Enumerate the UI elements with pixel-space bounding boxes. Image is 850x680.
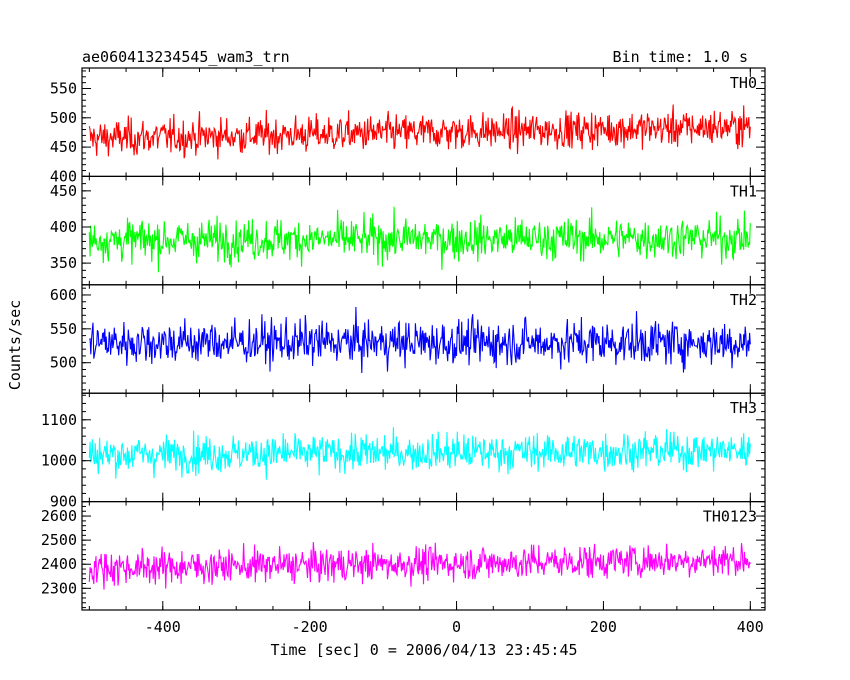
y-tick-label: 450 [50,182,77,200]
panel-th2: 500 550 600 TH2 [50,284,766,394]
x-tick-label: 200 [590,618,617,636]
series-line-th1 [88,206,751,273]
panel-label-th0123: TH0123 [703,508,757,526]
panel-th0123: 2300 2400 2500 2600 TH0123 [41,501,766,611]
series-line-th0123 [88,542,751,590]
panel-th0: 400 450 500 550 TH0 [50,67,766,185]
y-tick-label: 350 [50,254,77,272]
y-tick-label: 450 [50,138,77,156]
x-tick-label: 400 [737,618,764,636]
y-tick-label: 500 [50,354,77,372]
chart-title-right: Bin time: 1.0 s [613,48,748,66]
y-tick-label: 400 [50,167,77,185]
x-axis-label: Time [sec] 0 = 2006/04/13 23:45:45 [270,641,577,659]
y-tick-label: 400 [50,218,77,236]
y-tick-label: 600 [50,286,77,304]
y-tick-label: 900 [50,493,77,511]
y-tick-label: 500 [50,109,77,127]
panel-label-th2: TH2 [730,291,757,309]
y-tick-label: 2500 [41,531,77,549]
y-tick-label: 1000 [41,452,77,470]
series-line-th2 [88,306,751,374]
panel-th3: 900 1000 1100 TH3 [41,392,766,511]
x-tick-label: -400 [145,618,181,636]
panel-label-th1: TH1 [730,182,757,200]
y-tick-label: 2600 [41,507,77,525]
x-tick-label: -200 [292,618,328,636]
panel-label-th3: TH3 [730,399,757,417]
y-tick-label: 2300 [41,579,77,597]
panel-frame [81,501,766,611]
panel-frame [81,175,766,286]
y-tick-label: 1100 [41,411,77,429]
y-tick-label: 550 [50,320,77,338]
panel-th1: 350 400 450 TH1 [50,175,766,286]
y-axis-label: Counts/sec [6,300,24,390]
panel-label-th0: TH0 [730,74,757,92]
x-tick-label: 0 [452,618,461,636]
series-line-th0 [88,104,751,160]
series-line-th3 [88,427,751,480]
chart-title-left: ae060413234545_wam3_trn [82,48,290,66]
y-tick-label: 550 [50,80,77,98]
y-tick-label: 2400 [41,555,77,573]
x-axis: -400 -200 0 200 400 [145,618,764,636]
